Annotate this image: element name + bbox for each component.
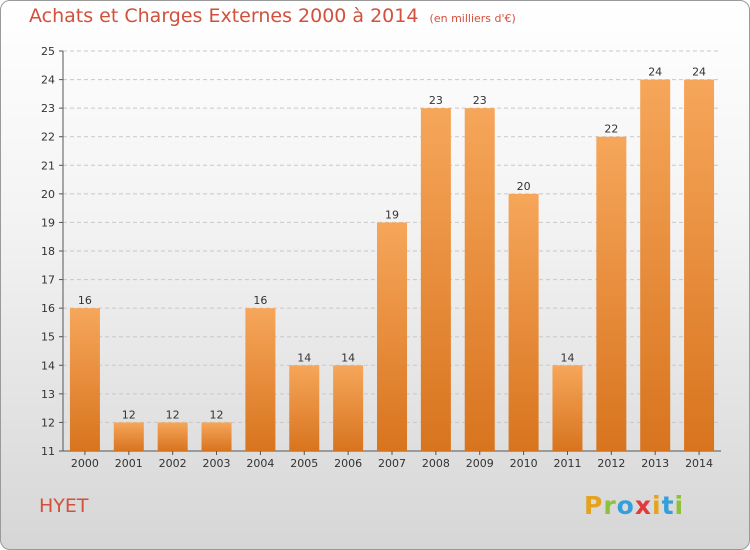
bar [289, 365, 320, 451]
chart-title-main: Achats et Charges Externes 2000 à 2014 [29, 5, 419, 27]
data-label: 24 [648, 66, 662, 79]
y-tick-label: 22 [41, 131, 55, 144]
y-tick-label: 13 [41, 388, 55, 401]
commune-name: HYET [39, 495, 89, 517]
logo-letter: i [652, 491, 662, 520]
bar [201, 422, 232, 451]
bar [113, 422, 144, 451]
proxiti-logo: Proxiti [584, 491, 684, 520]
data-label: 12 [122, 408, 136, 421]
bar [596, 136, 627, 451]
data-label: 19 [385, 208, 399, 221]
y-tick-label: 21 [41, 159, 55, 172]
data-label: 16 [253, 294, 267, 307]
logo-letter: i [674, 491, 685, 520]
y-tick-label: 18 [41, 245, 55, 258]
data-label: 14 [560, 351, 574, 364]
chart-title: Achats et Charges Externes 2000 à 2014 (… [29, 5, 516, 27]
x-tick-label: 2003 [203, 457, 231, 470]
x-tick-label: 2009 [466, 457, 494, 470]
bar [420, 108, 451, 452]
y-tick-label: 14 [41, 359, 55, 372]
logo-letter: x [634, 491, 652, 520]
bar [333, 365, 364, 451]
bar [69, 308, 100, 451]
x-tick-label: 2002 [159, 457, 187, 470]
y-tick-label: 23 [41, 102, 55, 115]
y-tick-label: 17 [41, 274, 55, 287]
logo-letter: r [603, 491, 617, 520]
x-tick-label: 2005 [290, 457, 318, 470]
y-tick-label: 11 [41, 445, 55, 458]
y-tick-label: 19 [41, 216, 55, 229]
data-label: 22 [604, 123, 618, 136]
data-label: 23 [473, 94, 487, 107]
bar [508, 193, 539, 451]
logo-letter: o [616, 491, 635, 520]
y-tick-label: 24 [41, 74, 55, 87]
x-tick-label: 2010 [510, 457, 538, 470]
data-label: 23 [429, 94, 443, 107]
x-tick-label: 2011 [553, 457, 581, 470]
bar [157, 422, 188, 451]
data-label: 14 [341, 351, 355, 364]
bar [245, 308, 276, 451]
logo-letter: P [584, 491, 604, 520]
bar [640, 79, 671, 452]
x-tick-label: 2004 [246, 457, 274, 470]
x-tick-label: 2012 [597, 457, 625, 470]
data-label: 16 [78, 294, 92, 307]
x-tick-label: 2001 [115, 457, 143, 470]
x-tick-label: 2007 [378, 457, 406, 470]
y-tick-label: 15 [41, 331, 55, 344]
bar [552, 365, 583, 451]
data-label: 12 [166, 408, 180, 421]
data-label: 12 [210, 408, 224, 421]
chart-title-unit: (en milliers d'€) [429, 12, 516, 25]
x-tick-label: 2014 [685, 457, 713, 470]
x-tick-label: 2008 [422, 457, 450, 470]
x-tick-label: 2013 [641, 457, 669, 470]
data-label: 24 [692, 66, 706, 79]
bar [684, 79, 715, 452]
bar [377, 222, 407, 451]
y-tick-label: 16 [41, 302, 55, 315]
y-tick-label: 20 [41, 188, 55, 201]
x-tick-label: 2000 [71, 457, 99, 470]
y-tick-label: 12 [41, 416, 55, 429]
x-tick-label: 2006 [334, 457, 362, 470]
data-label: 20 [517, 180, 531, 193]
bar [464, 108, 495, 452]
y-tick-label: 25 [41, 45, 55, 58]
data-label: 14 [297, 351, 311, 364]
logo-letter: t [661, 491, 675, 520]
